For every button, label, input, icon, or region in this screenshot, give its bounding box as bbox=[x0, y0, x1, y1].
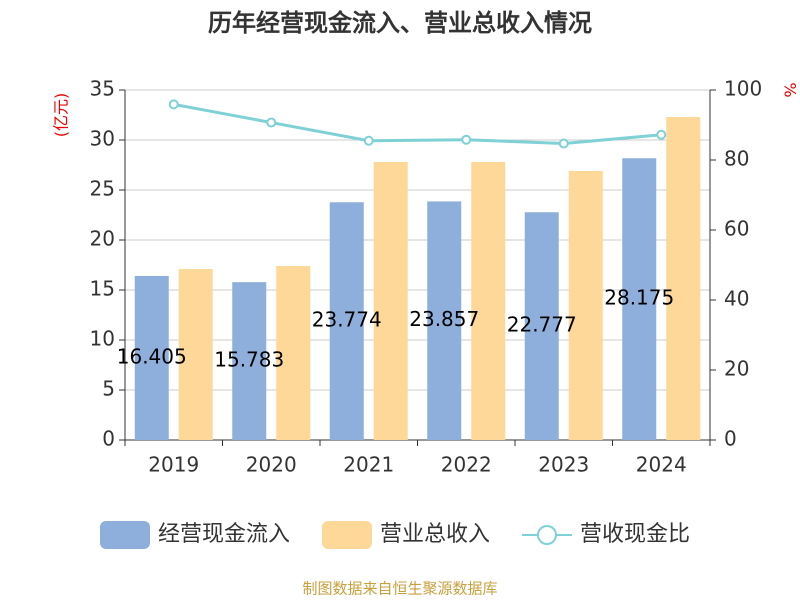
source-note: 制图数据来自恒生聚源数据库 bbox=[302, 580, 497, 598]
bar bbox=[471, 162, 506, 440]
data-label: 28.175 bbox=[604, 286, 674, 310]
y2-tick-label: 40 bbox=[724, 287, 749, 311]
bar bbox=[232, 282, 267, 440]
line-point bbox=[363, 135, 374, 146]
bar bbox=[568, 171, 603, 440]
bar bbox=[276, 266, 311, 440]
y2-tick-label: 0 bbox=[724, 427, 737, 451]
legend-swatch bbox=[322, 521, 372, 549]
line-point bbox=[266, 117, 277, 128]
chart-title: 历年经营现金流入、营业总收入情况 bbox=[208, 9, 592, 37]
x-tick-label: 2019 bbox=[148, 453, 199, 477]
legend-marker bbox=[537, 525, 557, 545]
bar bbox=[373, 162, 408, 440]
line-series bbox=[173, 102, 662, 146]
x-tick-label: 2024 bbox=[636, 453, 687, 477]
bar bbox=[666, 117, 701, 440]
data-label: 22.777 bbox=[507, 313, 577, 337]
x-tick-label: 2022 bbox=[441, 453, 492, 477]
y-tick-label: 30 bbox=[90, 127, 115, 151]
y-tick-label: 25 bbox=[90, 177, 115, 201]
line-point bbox=[461, 134, 472, 145]
data-label: 16.405 bbox=[117, 344, 187, 368]
line-point bbox=[168, 99, 179, 110]
bar bbox=[134, 275, 169, 440]
x-tick-label: 2020 bbox=[246, 453, 297, 477]
data-label: 23.857 bbox=[409, 307, 479, 331]
data-label: 15.783 bbox=[214, 348, 284, 372]
y2-axis-label: % bbox=[781, 82, 800, 97]
line-point bbox=[558, 138, 569, 149]
line-point bbox=[656, 129, 667, 140]
y-tick-label: 15 bbox=[90, 277, 115, 301]
y-tick-label: 35 bbox=[90, 77, 115, 101]
legend-swatch bbox=[100, 521, 150, 549]
legend-label: 营业总收入 bbox=[380, 522, 490, 547]
bar bbox=[622, 158, 657, 440]
y-tick-label: 10 bbox=[90, 327, 115, 351]
y2-tick-label: 20 bbox=[724, 357, 749, 381]
y-tick-label: 20 bbox=[90, 227, 115, 251]
data-label: 23.774 bbox=[312, 308, 382, 332]
y2-tick-label: 80 bbox=[724, 147, 749, 171]
legend-label: 经营现金流入 bbox=[158, 522, 290, 547]
y-axis-label: (亿元) bbox=[52, 93, 71, 138]
legend-label: 营收现金比 bbox=[580, 522, 690, 547]
x-tick-label: 2023 bbox=[538, 453, 589, 477]
bar bbox=[524, 212, 559, 440]
bar bbox=[178, 269, 213, 440]
y-tick-label: 0 bbox=[102, 427, 115, 451]
bar bbox=[427, 201, 462, 440]
y2-tick-label: 60 bbox=[724, 217, 749, 241]
y2-tick-label: 100 bbox=[724, 77, 762, 101]
x-tick-label: 2021 bbox=[343, 453, 394, 477]
bar bbox=[329, 202, 364, 440]
y-tick-label: 5 bbox=[102, 377, 115, 401]
